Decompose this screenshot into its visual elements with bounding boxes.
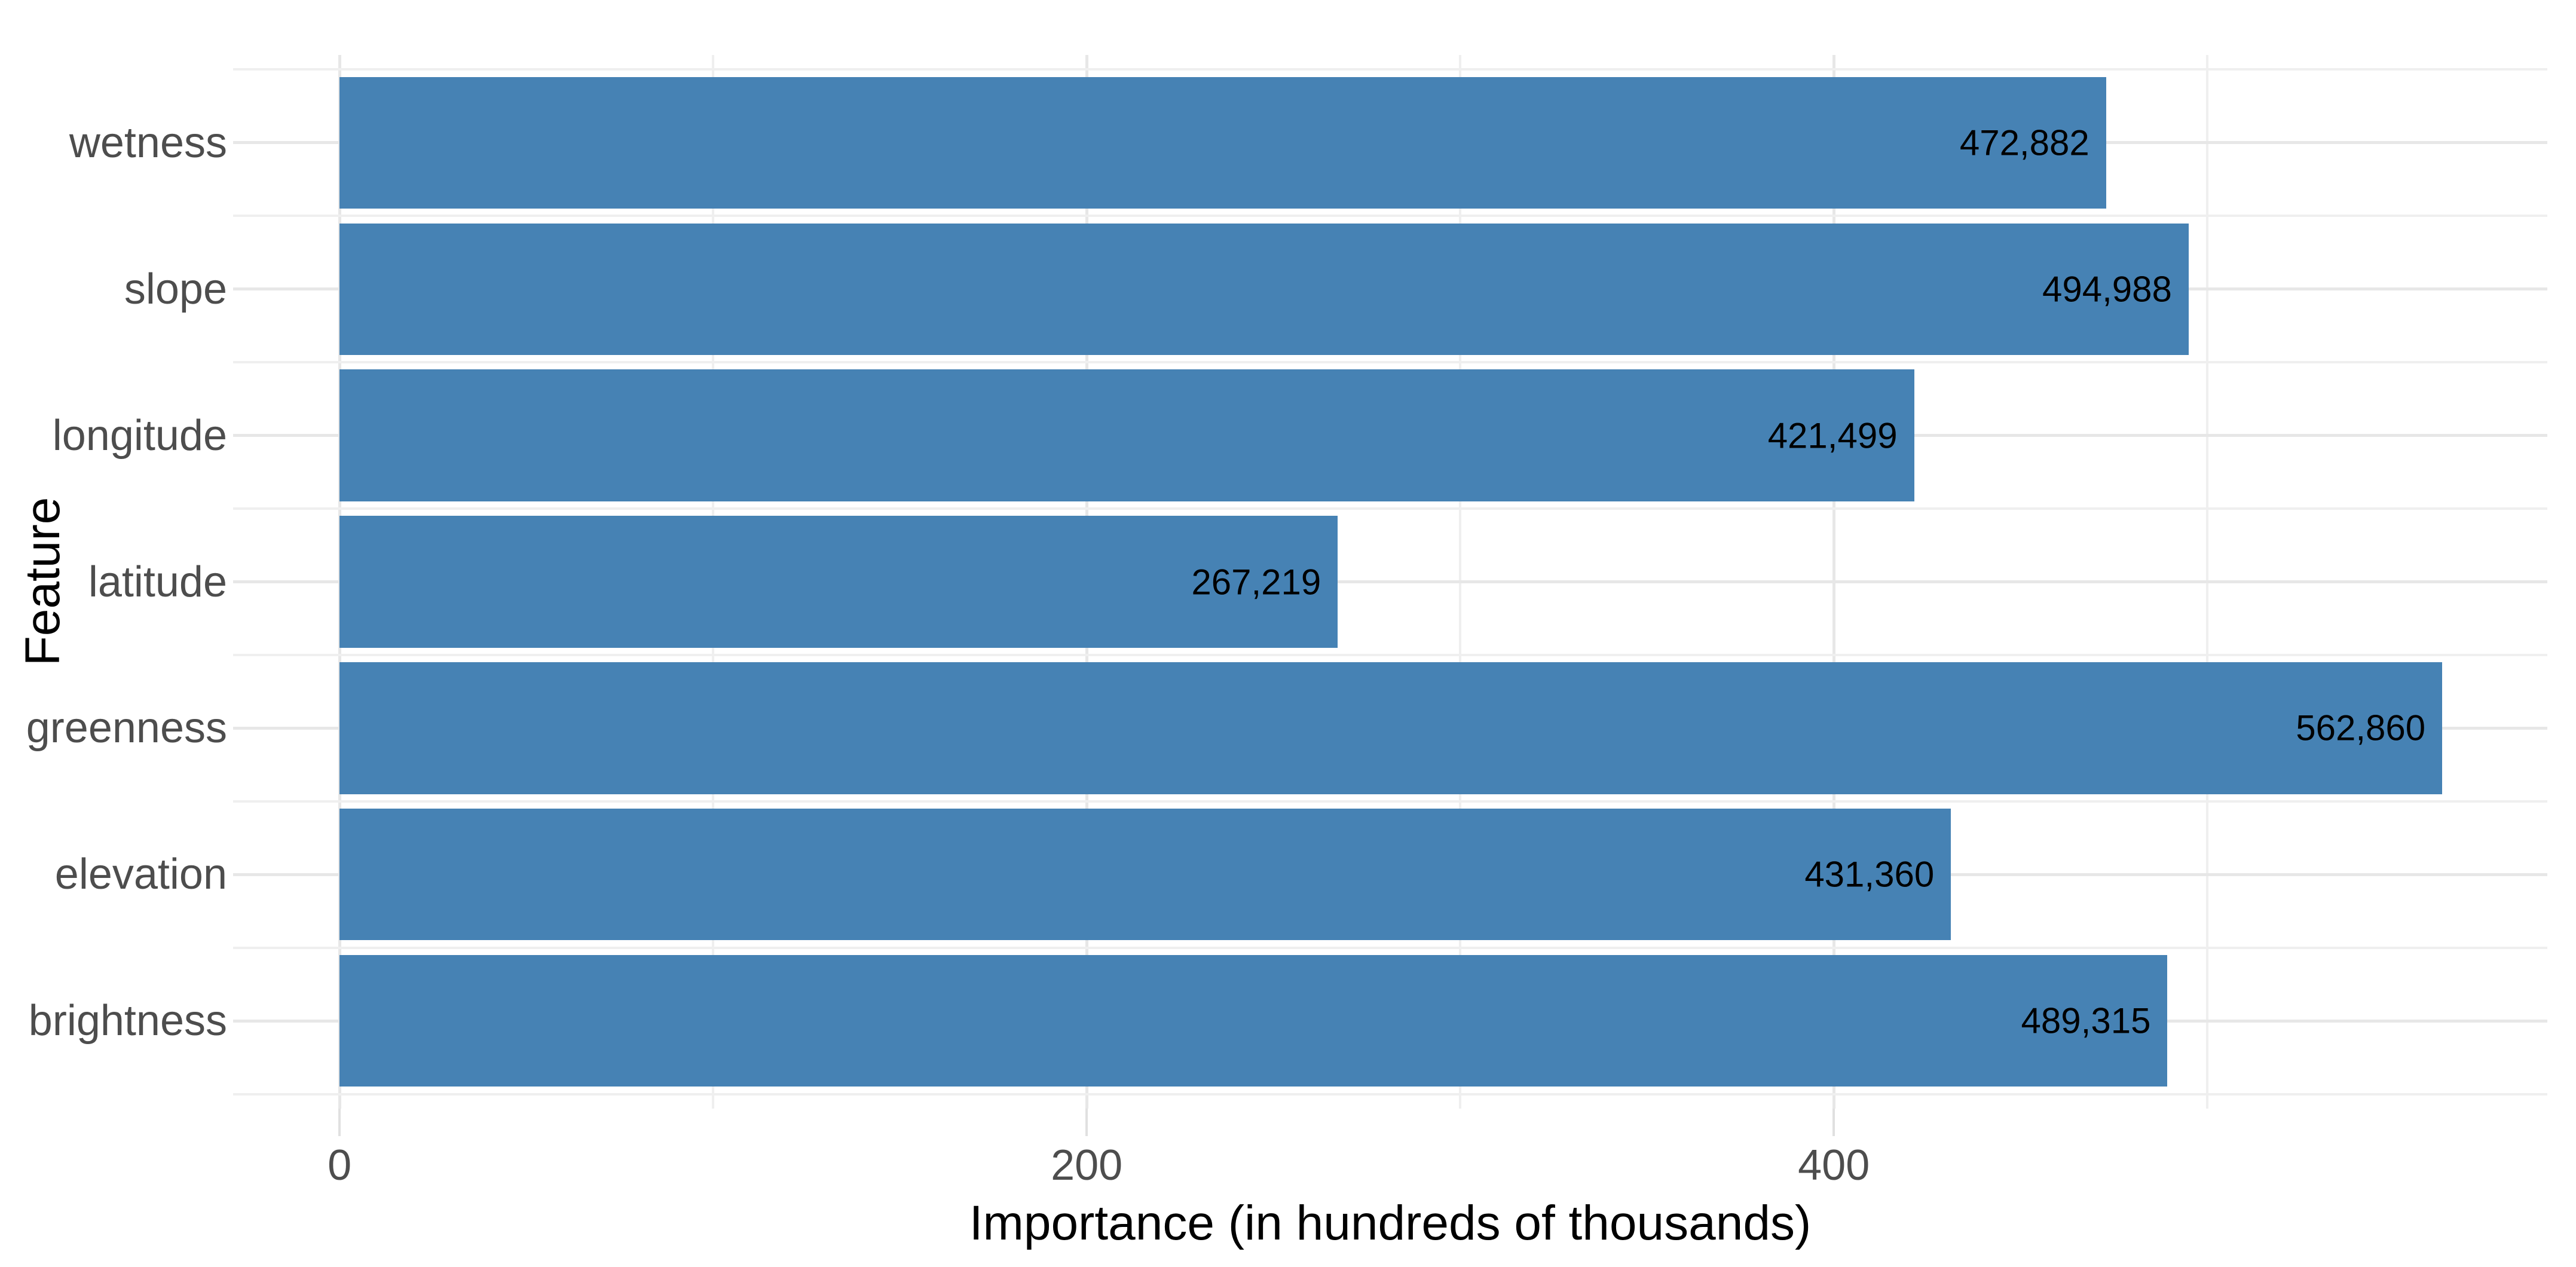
x-tick-label: 200 — [1051, 1141, 1123, 1189]
y-axis-title: Feature — [16, 497, 70, 666]
bar: 562,860 — [339, 662, 2443, 794]
gridline-minor-h — [233, 800, 2547, 803]
category-label: wetness — [69, 118, 227, 167]
bar: 421,499 — [339, 369, 1914, 501]
x-axis-title: Importance (in hundreds of thousands) — [969, 1196, 1812, 1250]
gridline-minor-h — [233, 653, 2547, 656]
bar-value-label: 494,988 — [2042, 269, 2172, 310]
x-axis-tick — [1832, 1109, 1835, 1136]
category-label: latitude — [88, 558, 227, 606]
gridline-minor-h — [233, 361, 2547, 364]
gridline-minor-h — [233, 1092, 2547, 1095]
bar-value-label: 267,219 — [1191, 562, 1321, 602]
category-label: brightness — [28, 997, 227, 1045]
bar: 472,882 — [339, 76, 2106, 209]
bar-value-label: 472,882 — [1959, 123, 2089, 163]
bar: 267,219 — [339, 516, 1338, 648]
bar-value-label: 431,360 — [1804, 854, 1935, 895]
bar-value-label: 562,860 — [2296, 708, 2426, 748]
x-axis-tick — [338, 1109, 341, 1136]
gridline-minor-h — [233, 68, 2547, 71]
bar: 494,988 — [339, 223, 2189, 355]
gridline-minor-h — [233, 507, 2547, 510]
category-label: greenness — [26, 704, 227, 752]
x-tick-label: 0 — [328, 1141, 352, 1189]
category-label: longitude — [52, 411, 227, 460]
bar: 431,360 — [339, 809, 1951, 941]
x-axis-tick — [1085, 1109, 1088, 1136]
x-tick-label: 400 — [1798, 1141, 1870, 1189]
gridline-minor-h — [233, 215, 2547, 218]
bar: 489,315 — [339, 954, 2168, 1087]
category-label: slope — [124, 265, 227, 313]
gridline-minor-h — [233, 946, 2547, 949]
bar-value-label: 489,315 — [2021, 1000, 2151, 1041]
category-label: elevation — [54, 850, 227, 899]
bar-value-label: 421,499 — [1767, 415, 1898, 456]
gridline-major-h — [233, 580, 2547, 583]
